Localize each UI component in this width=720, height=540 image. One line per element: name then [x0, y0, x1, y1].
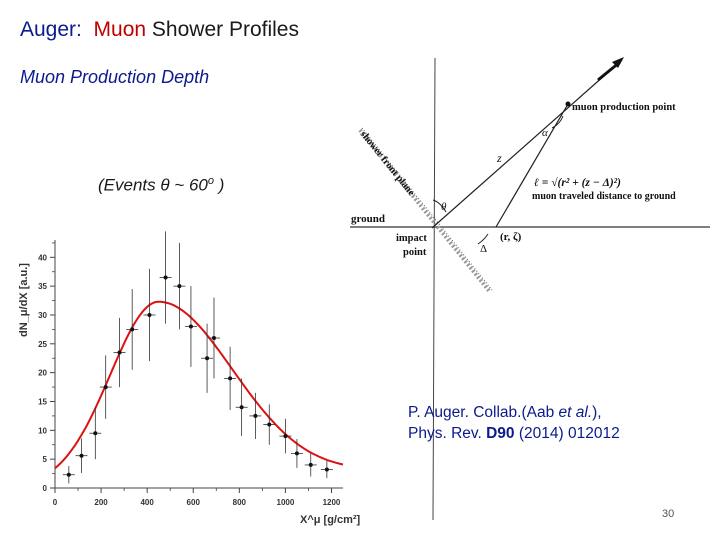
events-label-post: ) [214, 175, 225, 195]
data-point [283, 434, 288, 439]
data-point [253, 413, 258, 418]
y-axis-label-text: dN_μ/dX [a.u.] [18, 263, 30, 337]
x-tick-label: 1000 [277, 498, 295, 507]
data-point [324, 467, 329, 472]
y-tick-label: 30 [38, 311, 47, 320]
citation-line-2: Phys. Rev. D90 (2014) 012012 [408, 423, 620, 444]
x-tick-label: 600 [187, 498, 201, 507]
citation-line1-em: et al. [558, 404, 593, 421]
citation-line2-bold: D90 [486, 425, 515, 442]
title-prefix: Auger: [20, 18, 82, 41]
slide-subtitle: Muon Production Depth [20, 67, 210, 87]
data-point [103, 385, 108, 390]
y-tick-label: 0 [43, 484, 48, 493]
data-point [188, 324, 193, 329]
y-tick-label: 40 [38, 253, 47, 262]
citation-line-1: P. Auger. Collab.(Aab et al.), [408, 402, 620, 423]
y-tick-label: 20 [38, 369, 47, 378]
data-point [294, 451, 299, 456]
y-tick-label: 5 [43, 455, 48, 464]
title-rest: Shower Profiles [151, 18, 299, 41]
x-tick-label: 800 [233, 498, 247, 507]
y-tick-label: 35 [38, 282, 47, 291]
citation-line2-pre: Phys. Rev. [408, 425, 487, 442]
data-point [308, 462, 313, 467]
data-point [163, 275, 168, 280]
x-axis-label: X^μ [g/cm²] [300, 514, 361, 526]
data-point [66, 472, 71, 477]
x-tick-label: 0 [53, 498, 58, 507]
x-tick-label: 1200 [323, 498, 341, 507]
x-tick-label: 400 [140, 498, 154, 507]
y-tick-label: 25 [38, 340, 47, 349]
citation-line1-pre: P. Auger. Collab.(Aab [408, 404, 559, 421]
fit-curve [54, 300, 344, 469]
x-tick-label: 200 [94, 498, 108, 507]
data-point [93, 431, 98, 436]
data-point [79, 453, 84, 458]
data-point [147, 312, 152, 317]
title-accent: Muon [93, 18, 147, 41]
y-axis-label: dN_μ/dX [a.u.] [18, 263, 30, 337]
events-label: (Events θ ~ 60o ) [98, 175, 224, 196]
citation-line1-post: ), [592, 404, 602, 421]
data-point [211, 336, 216, 341]
data-point [177, 284, 182, 289]
data-point [130, 327, 135, 332]
data-point [205, 356, 210, 361]
citation: P. Auger. Collab.(Aab et al.), Phys. Rev… [408, 402, 620, 444]
page-number: 30 [662, 508, 675, 520]
events-label-pre: (Events θ ~ 60 [98, 175, 208, 195]
data-point [228, 376, 233, 381]
events-label-sup: o [207, 175, 214, 187]
data-point [267, 422, 272, 427]
x-axis-label-text: X^μ [g/cm²] [300, 514, 361, 526]
y-tick-label: 10 [38, 426, 47, 435]
citation-line2-post: (2014) 012012 [514, 425, 620, 442]
slide-title: Auger: Muon Shower Profiles [20, 18, 299, 42]
y-tick-label: 15 [38, 397, 47, 406]
data-point [117, 350, 122, 355]
data-point [239, 405, 244, 410]
